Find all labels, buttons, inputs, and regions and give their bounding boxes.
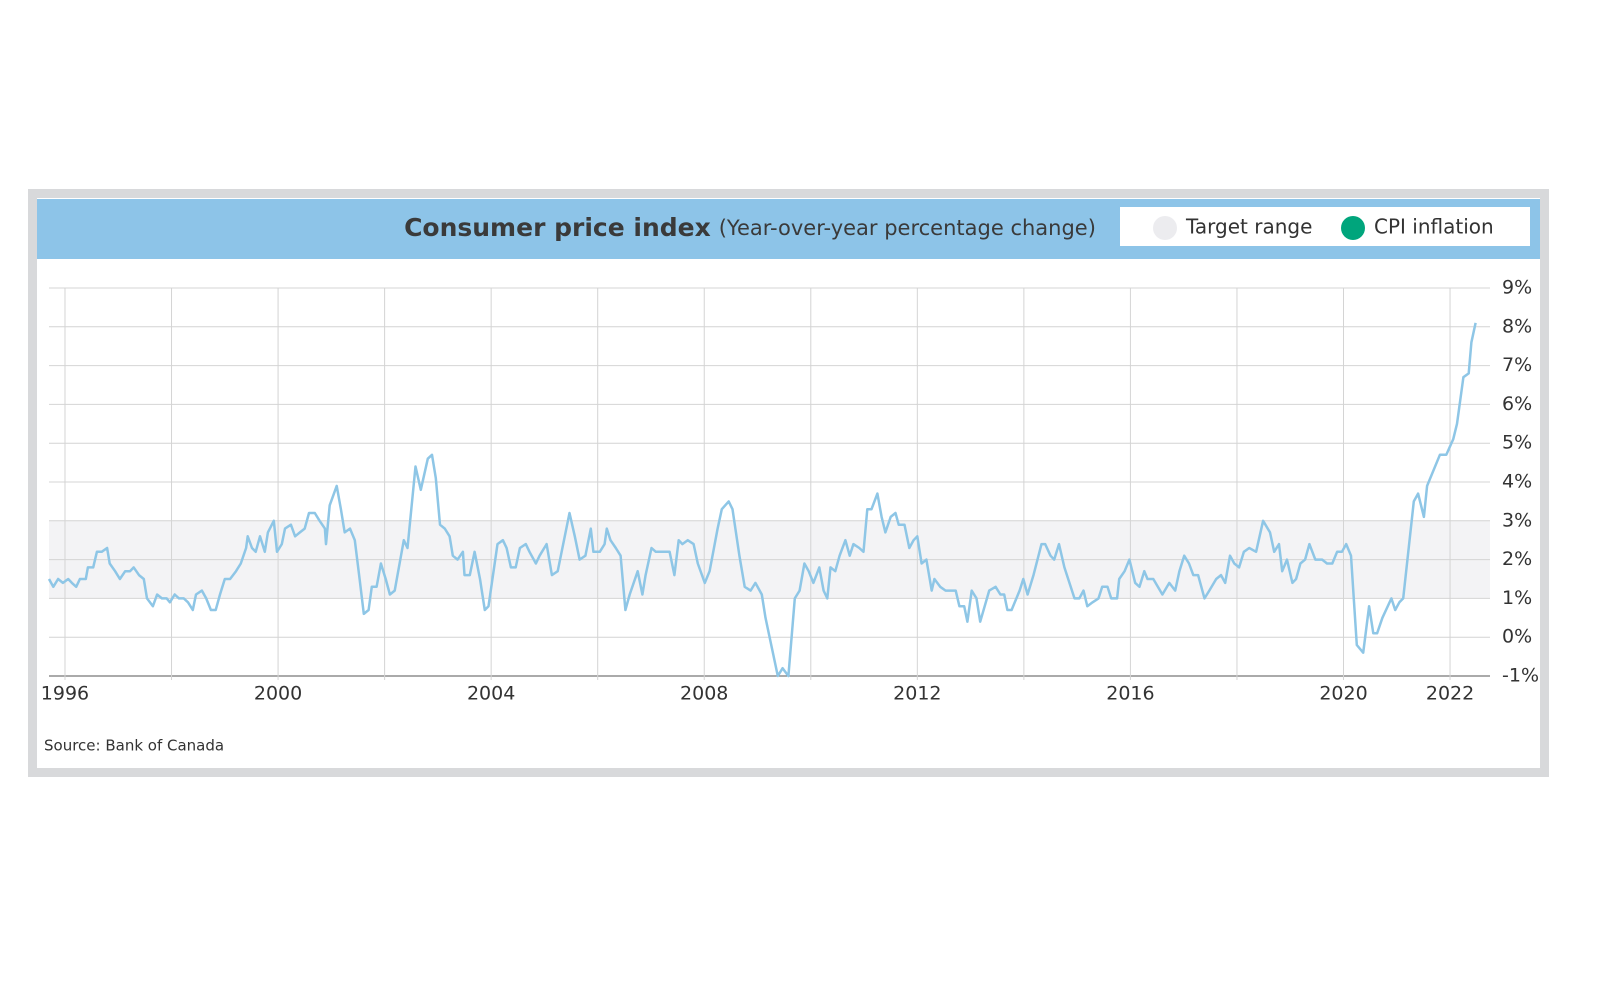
legend-label: CPI inflation xyxy=(1374,215,1494,239)
x-tick-label: 1996 xyxy=(41,683,89,705)
y-tick-label: 2% xyxy=(1502,548,1532,570)
y-tick-label: -1% xyxy=(1502,665,1539,687)
y-tick-label: 8% xyxy=(1502,315,1532,337)
chart-title: Consumer price index xyxy=(404,213,711,242)
y-tick-label: 7% xyxy=(1502,354,1532,376)
x-tick-label: 2022 xyxy=(1426,683,1474,705)
legend-swatch xyxy=(1341,216,1365,240)
y-tick-label: 6% xyxy=(1502,393,1532,415)
legend-swatch xyxy=(1153,216,1177,240)
source-note: Source: Bank of Canada xyxy=(44,737,224,755)
header: Consumer price index (Year-over-year perc… xyxy=(404,213,1096,242)
x-tick-label: 2020 xyxy=(1319,683,1367,705)
legend-label: Target range xyxy=(1185,215,1312,239)
x-tick-label: 2000 xyxy=(254,683,302,705)
y-tick-label: 4% xyxy=(1502,471,1532,493)
x-tick-label: 2008 xyxy=(680,683,728,705)
y-tick-label: 0% xyxy=(1502,626,1532,648)
legend-box xyxy=(1120,207,1530,246)
x-tick-label: 2012 xyxy=(893,683,941,705)
y-tick-label: 9% xyxy=(1502,277,1532,299)
y-tick-label: 1% xyxy=(1502,587,1532,609)
y-tick-label: 5% xyxy=(1502,432,1532,454)
cpi-line xyxy=(47,322,1477,678)
chart-subtitle: (Year-over-year percentage change) xyxy=(719,216,1096,240)
x-tick-label: 2004 xyxy=(467,683,515,705)
y-tick-label: 3% xyxy=(1502,509,1532,531)
x-tick-label: 2016 xyxy=(1106,683,1154,705)
